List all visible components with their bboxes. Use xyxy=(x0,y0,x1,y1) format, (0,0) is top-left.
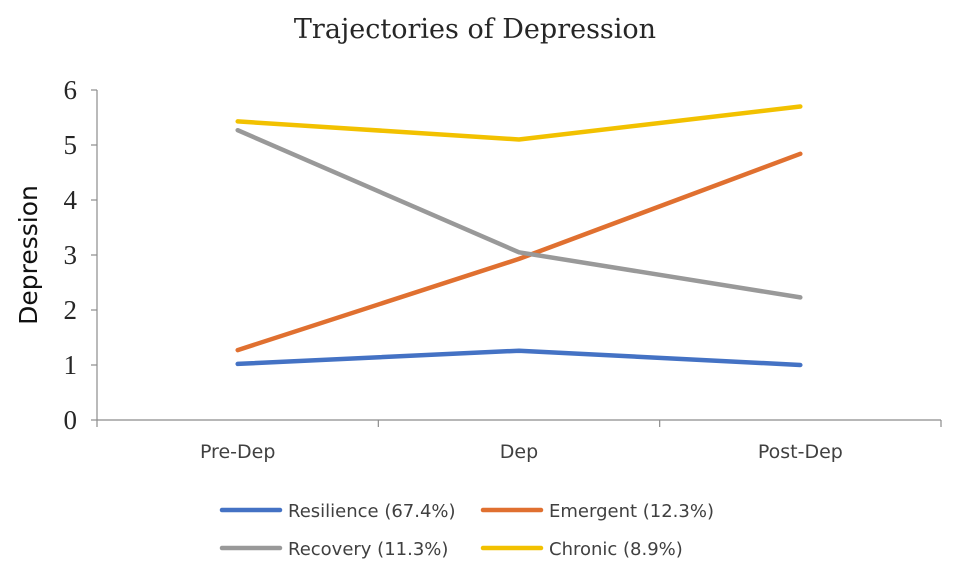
y-tick-label: 2 xyxy=(64,295,78,325)
y-axis-label: Depression xyxy=(14,185,43,325)
legend: Resilience (67.4%) Emergent (12.3%) Recove… xyxy=(219,501,714,560)
axes: 0 1 2 3 4 5 6 Pre-Dep Dep Post-Dep xyxy=(64,75,942,463)
series-lines xyxy=(235,104,803,368)
y-tick-label: 0 xyxy=(64,405,78,435)
legend-label-chronic: Chronic (8.9%) xyxy=(549,539,683,560)
y-tick-label: 5 xyxy=(64,130,78,160)
series-line-resilience xyxy=(235,348,803,368)
y-tick-label: 4 xyxy=(64,185,78,215)
x-tick-label: Dep xyxy=(500,441,538,463)
legend-label-recovery: Recovery (11.3%) xyxy=(288,539,448,560)
y-tick-label: 6 xyxy=(64,75,78,105)
series-line-recovery xyxy=(235,127,803,300)
x-tick-label: Post-Dep xyxy=(758,441,843,463)
y-tick-label: 1 xyxy=(64,350,78,380)
series-line-emergent xyxy=(235,151,803,353)
legend-label-emergent: Emergent (12.3%) xyxy=(549,501,714,522)
chart-title: Trajectories of Depression xyxy=(294,14,656,45)
series-line-chronic xyxy=(235,104,803,142)
x-tick-label: Pre-Dep xyxy=(200,441,275,463)
y-tick-label: 3 xyxy=(64,240,78,270)
legend-label-resilience: Resilience (67.4%) xyxy=(288,501,456,522)
